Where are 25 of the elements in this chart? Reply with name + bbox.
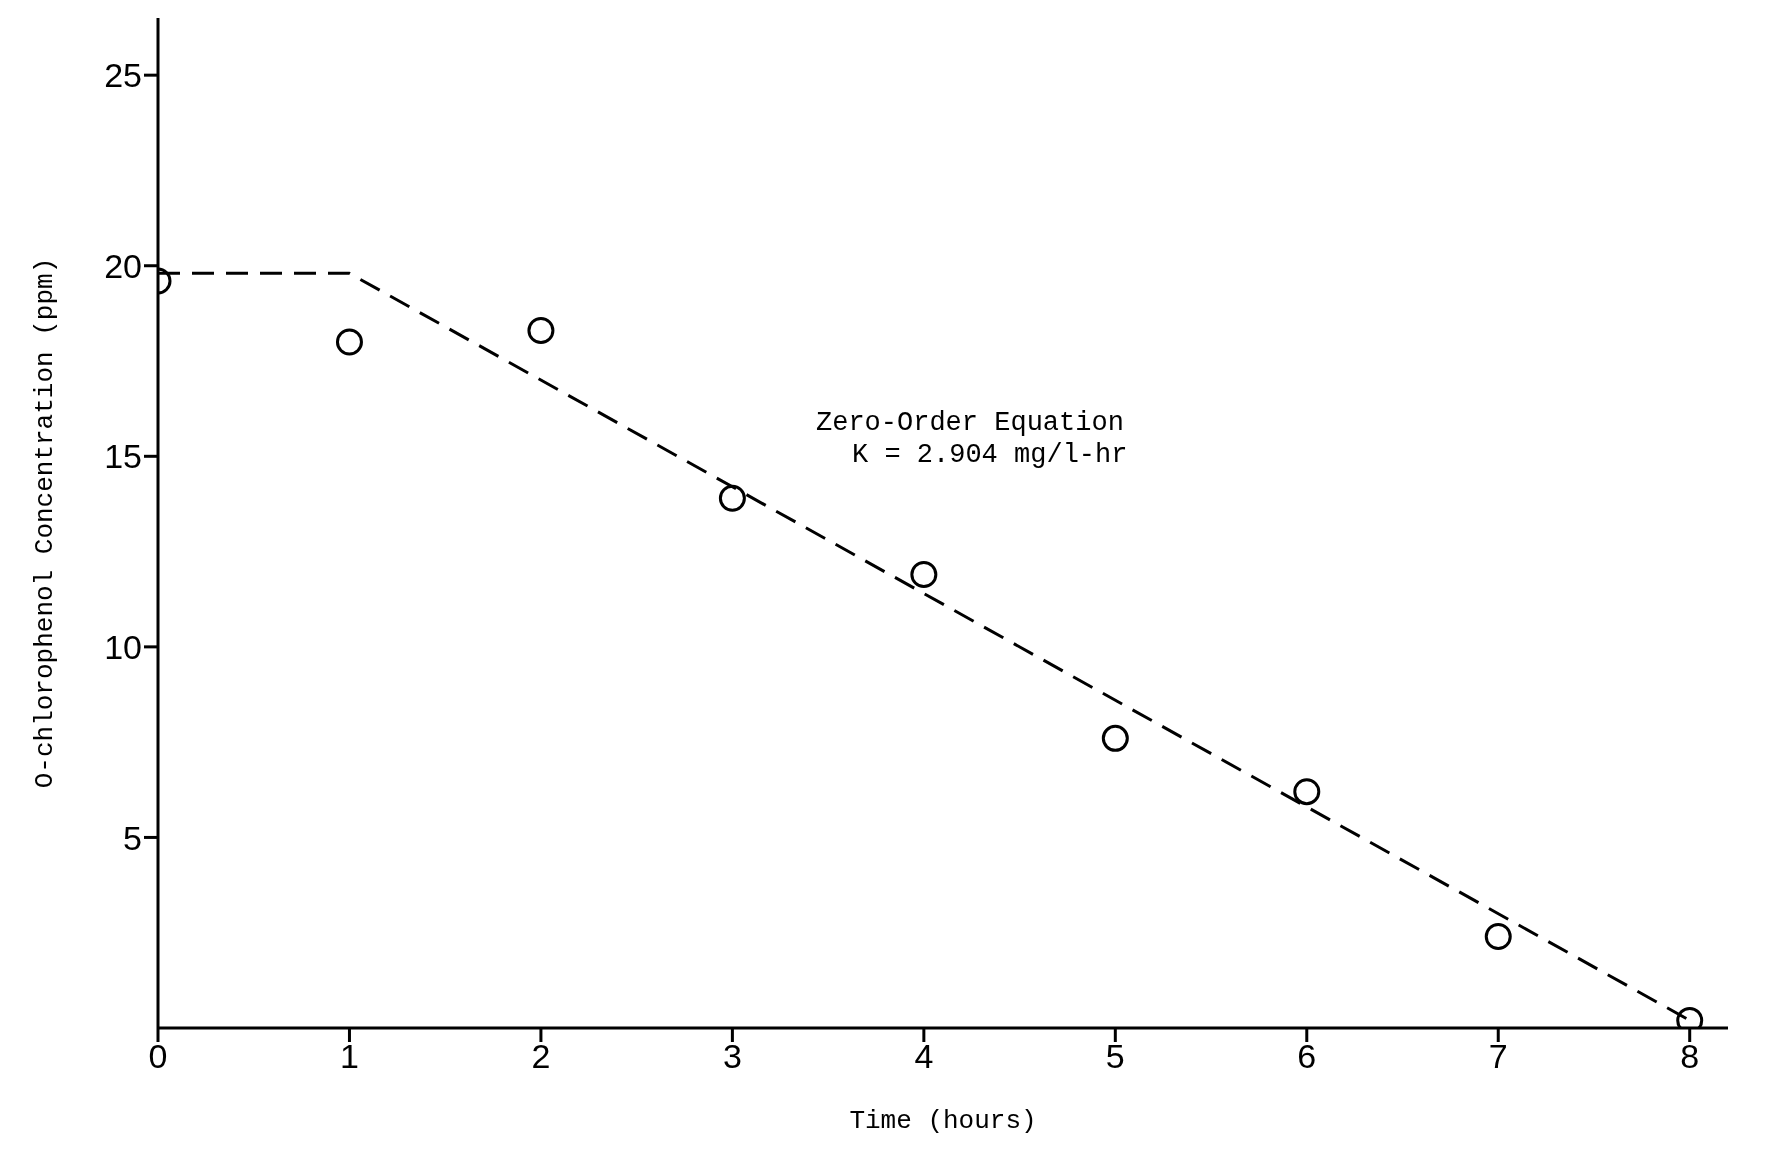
y-tick-label: 20 xyxy=(104,246,142,285)
x-tick-label: 1 xyxy=(340,1037,359,1076)
point xyxy=(527,317,555,345)
annotation: Zero-Order Equation xyxy=(816,408,1124,438)
y-tick-label: 5 xyxy=(123,818,142,857)
x-tick-label: 3 xyxy=(722,1037,742,1076)
point xyxy=(335,328,363,356)
point xyxy=(1293,778,1321,806)
x-tick-label: 6 xyxy=(1297,1037,1317,1076)
y-tick-label: 15 xyxy=(104,437,142,476)
x-tick-label: 2 xyxy=(531,1037,551,1076)
x-tick-label: 5 xyxy=(1105,1037,1125,1076)
point xyxy=(1101,724,1129,752)
point xyxy=(718,484,746,512)
y-tick-label: 25 xyxy=(104,56,142,95)
point xyxy=(910,560,938,588)
x-tick-label: 0 xyxy=(148,1037,168,1076)
annotation: K = 2.904 mg/l-hr xyxy=(852,440,1128,470)
x-axis-title: Time (hours) xyxy=(849,1106,1037,1136)
x-tick-label: 8 xyxy=(1680,1037,1700,1076)
x-tick-label: 7 xyxy=(1488,1037,1508,1076)
y-axis-title: O-chlorophenol Concentration (ppm) xyxy=(30,257,61,789)
y-tick-label: 10 xyxy=(104,627,142,666)
point xyxy=(1484,923,1512,951)
x-tick-label: 4 xyxy=(914,1037,934,1076)
